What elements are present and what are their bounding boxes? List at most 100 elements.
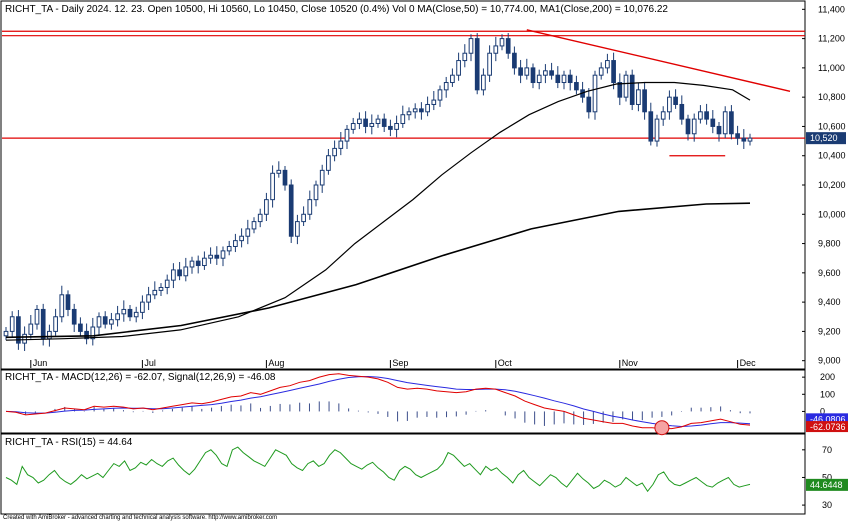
candle-body	[543, 70, 548, 76]
candle-body	[741, 137, 747, 142]
candle-body	[425, 103, 430, 113]
candle-body	[3, 330, 9, 337]
candle-body	[462, 52, 468, 62]
candle-body	[611, 60, 616, 84]
candle-body	[164, 279, 170, 288]
candle-body	[524, 67, 530, 76]
candle-body	[214, 254, 220, 259]
candle-body	[146, 294, 151, 303]
price-title: RICHT_TA - Daily 2024. 12. 23. Open 1050…	[5, 4, 668, 15]
moving-averages	[5, 81, 751, 341]
rsi-pane-frame	[0, 433, 806, 515]
footer-credit: Created with AmiBroker - advanced charti…	[3, 515, 277, 521]
candle-body	[654, 118, 660, 142]
candle-body	[313, 184, 319, 201]
candle-body	[518, 67, 523, 76]
candle-body	[319, 169, 325, 186]
candle-body	[177, 269, 182, 277]
price-tick-label: 9,000	[818, 356, 841, 366]
rsi-title: RICHT_TA - RSI(15) = 44.64	[5, 437, 133, 448]
candle-body	[729, 111, 734, 135]
candle-body	[487, 52, 492, 76]
candle-body	[648, 111, 654, 142]
candle-body	[96, 316, 102, 328]
candle-body	[195, 260, 201, 267]
candle-body	[698, 111, 703, 120]
price-tick-label: 10,600	[818, 121, 846, 131]
rsi-badge-text: 44.6448	[810, 480, 843, 490]
candle-body	[226, 245, 232, 252]
macd-tick-label: 200	[820, 372, 835, 382]
candle-body	[121, 308, 127, 315]
price-tick-label: 9,200	[818, 326, 841, 336]
candle-body	[127, 308, 133, 318]
candle-body	[505, 38, 511, 54]
candle-body	[344, 128, 350, 142]
candle-body	[59, 294, 65, 318]
last-price-badge: 10,520	[806, 132, 846, 145]
candle-body	[574, 82, 579, 91]
candle-body	[71, 308, 77, 325]
price-tick-label: 9,400	[818, 297, 841, 307]
candlesticks	[3, 33, 753, 352]
candle-body	[34, 308, 40, 325]
candle-body	[443, 82, 449, 91]
price-tick-label: 10,200	[818, 180, 846, 190]
price-badge-bg	[806, 132, 846, 145]
candle-body	[530, 67, 536, 84]
signal-badge-text: -46.0806	[810, 414, 846, 424]
candle-body	[685, 118, 691, 135]
candle-body	[152, 289, 158, 296]
candle-body	[47, 330, 52, 340]
date-label: Sep	[392, 358, 408, 368]
candle-body	[747, 137, 753, 142]
date-label: Aug	[268, 358, 284, 368]
price-axis: 11,400 11,200 11,000 10,800 10,600 10,400 10,2…	[802, 4, 846, 366]
candle-body	[28, 323, 34, 335]
candle-body	[394, 123, 399, 130]
candle-body	[468, 38, 474, 54]
macd-pane-frame	[0, 369, 806, 434]
candle-body	[9, 316, 15, 332]
candle-body	[406, 111, 412, 116]
date-label: Nov	[622, 358, 639, 368]
candle-body	[567, 74, 573, 84]
candle-body	[388, 125, 393, 130]
candle-body	[598, 67, 604, 76]
candle-body	[78, 323, 83, 332]
candle-body	[481, 74, 486, 91]
macd-tick-label: 0	[820, 406, 825, 416]
candle-body	[412, 108, 418, 113]
price-tick-label: 11,200	[818, 34, 845, 44]
candle-body	[233, 240, 238, 247]
candle-body	[16, 316, 21, 344]
candle-body	[605, 60, 610, 69]
crossover-marker	[654, 420, 670, 436]
candle-body	[499, 38, 505, 47]
candle-body	[158, 286, 164, 291]
candle-body	[456, 60, 461, 76]
candle-body	[295, 221, 300, 237]
candle-body	[53, 316, 58, 332]
candle-body	[673, 96, 678, 105]
date-label: Jun	[33, 358, 48, 368]
rsi-pane: 70 50 30 44.6448	[5, 445, 848, 510]
candle-body	[474, 38, 480, 91]
date-label: Jul	[144, 358, 156, 368]
candle-body	[555, 74, 561, 84]
candle-body	[623, 74, 629, 98]
price-tick-label: 9,800	[818, 239, 841, 249]
trendline	[526, 29, 791, 92]
candle-body	[493, 45, 499, 54]
price-tick-label: 10,000	[818, 209, 846, 219]
candle-body	[636, 89, 641, 105]
candle-body	[592, 74, 598, 113]
candle-body	[40, 308, 46, 340]
rsi-tick-label: 30	[822, 500, 832, 510]
candle-body	[326, 155, 331, 171]
candle-body	[350, 123, 356, 130]
candle-body	[735, 133, 740, 139]
candle-body	[251, 221, 257, 230]
price-badge-text: 10,520	[810, 133, 838, 143]
candle-body	[363, 118, 368, 127]
